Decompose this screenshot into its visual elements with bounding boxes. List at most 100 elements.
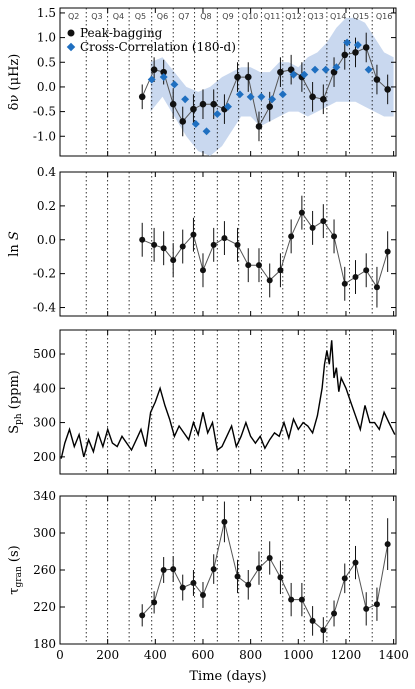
- quarter-label: Q12: [285, 12, 301, 21]
- quarter-label: Q10: [242, 12, 258, 21]
- data-point: [245, 581, 252, 588]
- ylabel-lnS: ln S: [7, 231, 22, 257]
- data-point: [362, 44, 370, 51]
- quarter-label: Q13: [307, 12, 323, 21]
- cross-correlation-point: [224, 102, 232, 111]
- y-tick-label: -0.4: [33, 301, 57, 315]
- data-point: [266, 554, 273, 561]
- cross-correlation-point: [300, 70, 309, 79]
- y-tick-label: 500: [33, 347, 56, 361]
- data-point: [352, 49, 359, 56]
- cross-correlation-point: [353, 41, 362, 49]
- y-tick-label: -1.0: [33, 129, 56, 143]
- y-tick-label: 1.5: [37, 6, 56, 20]
- cross-correlation-point: [246, 92, 255, 101]
- y-tick-label: -0.2: [33, 267, 56, 281]
- x-tick-label: 1000: [283, 648, 314, 662]
- ylabel-tgran: τgran (s): [7, 545, 24, 594]
- cross-correlation-point: [181, 95, 190, 104]
- quarter-label: Q9: [222, 12, 233, 21]
- data-point: [341, 575, 348, 582]
- quarter-label: Q2: [68, 12, 79, 21]
- data-point: [373, 601, 380, 608]
- cross-correlation-point: [191, 119, 200, 128]
- x-tick-label: 600: [192, 648, 215, 662]
- data-point: [210, 100, 218, 108]
- data-point: [190, 105, 197, 113]
- data-point: [255, 123, 263, 130]
- data-point: [255, 565, 262, 572]
- data-point: [320, 218, 327, 225]
- x-tick-label: 800: [239, 648, 262, 662]
- sph-line: [60, 340, 396, 459]
- cross-correlation-point: [257, 92, 266, 101]
- data-point: [309, 617, 316, 624]
- data-point: [309, 224, 316, 231]
- data-point: [331, 610, 338, 617]
- data-point: [221, 518, 228, 525]
- legend: Peak-bagging Cross-Correlation (180-d): [66, 26, 236, 54]
- data-point: [266, 277, 273, 284]
- data-point: [244, 73, 252, 81]
- x-tick-label: 1200: [331, 648, 362, 662]
- quarter-label: Q3: [91, 12, 102, 21]
- cross-correlation-point: [311, 65, 319, 74]
- data-point: [190, 231, 197, 238]
- y-tick-label: 300: [33, 526, 56, 540]
- series-line: [142, 211, 389, 289]
- panel-sph: 200 300 400 500 Sph (ppm): [7, 329, 397, 475]
- data-point: [160, 245, 167, 252]
- data-point: [150, 66, 158, 73]
- data-point: [331, 233, 338, 240]
- x-tick-label: 200: [96, 648, 119, 662]
- data-point: [277, 574, 284, 581]
- data-point: [288, 233, 295, 240]
- data-point: [234, 73, 241, 81]
- panel-dnu: Q2 Q3 Q4 Q5 Q6 Q7 Q8 Q9 Q10 Q11 Q12 Q13 Q14 Q15 Q16 -1…: [7, 6, 397, 157]
- data-point: [169, 100, 177, 108]
- legend-label-cross-correlation: Cross-Correlation (180-d): [80, 40, 236, 54]
- confidence-band: [150, 17, 394, 157]
- confidence-band-area: [150, 17, 394, 157]
- y-tick-label: 200: [33, 450, 56, 464]
- data-point: [210, 566, 217, 573]
- data-point: [179, 243, 186, 250]
- y-tick-label: 0.4: [37, 165, 56, 179]
- legend-marker-cross-correlation: [66, 42, 76, 52]
- quarter-label: Q6: [157, 12, 168, 21]
- data-point: [309, 93, 316, 101]
- data-point: [277, 68, 284, 76]
- quarter-label: Q4: [113, 12, 124, 21]
- cross-correlation-point: [268, 95, 277, 104]
- data-point: [384, 541, 391, 548]
- data-point: [384, 248, 391, 255]
- data-point: [190, 579, 197, 586]
- quarter-label: Q7: [178, 12, 189, 21]
- panel-tgran: 180 220 260 300 340 0 200 400 600 800 1000 1200 140…: [7, 489, 409, 684]
- data-point: [277, 267, 284, 274]
- data-point: [363, 267, 370, 274]
- data-point: [170, 257, 177, 264]
- data-point: [287, 66, 295, 73]
- cross-correlation-point: [213, 110, 222, 119]
- data-point: [352, 274, 359, 281]
- data-point: [373, 76, 381, 83]
- data-point: [352, 559, 359, 566]
- quarter-label: Q8: [200, 12, 211, 21]
- data-point: [199, 591, 206, 598]
- data-point: [221, 235, 228, 242]
- data-point: [234, 241, 241, 248]
- quarter-label: Q15: [353, 12, 369, 21]
- data-point: [320, 95, 327, 103]
- data-point: [170, 566, 177, 573]
- y-tick-label: 0.5: [37, 55, 56, 69]
- data-point: [341, 280, 348, 287]
- data-point: [330, 68, 338, 76]
- data-point: [139, 612, 146, 619]
- data-point: [151, 599, 158, 606]
- y-tick-label: -0.5: [33, 105, 56, 119]
- cross-correlation-point: [170, 80, 179, 89]
- cross-correlation-point: [235, 90, 244, 99]
- data-point: [320, 627, 327, 634]
